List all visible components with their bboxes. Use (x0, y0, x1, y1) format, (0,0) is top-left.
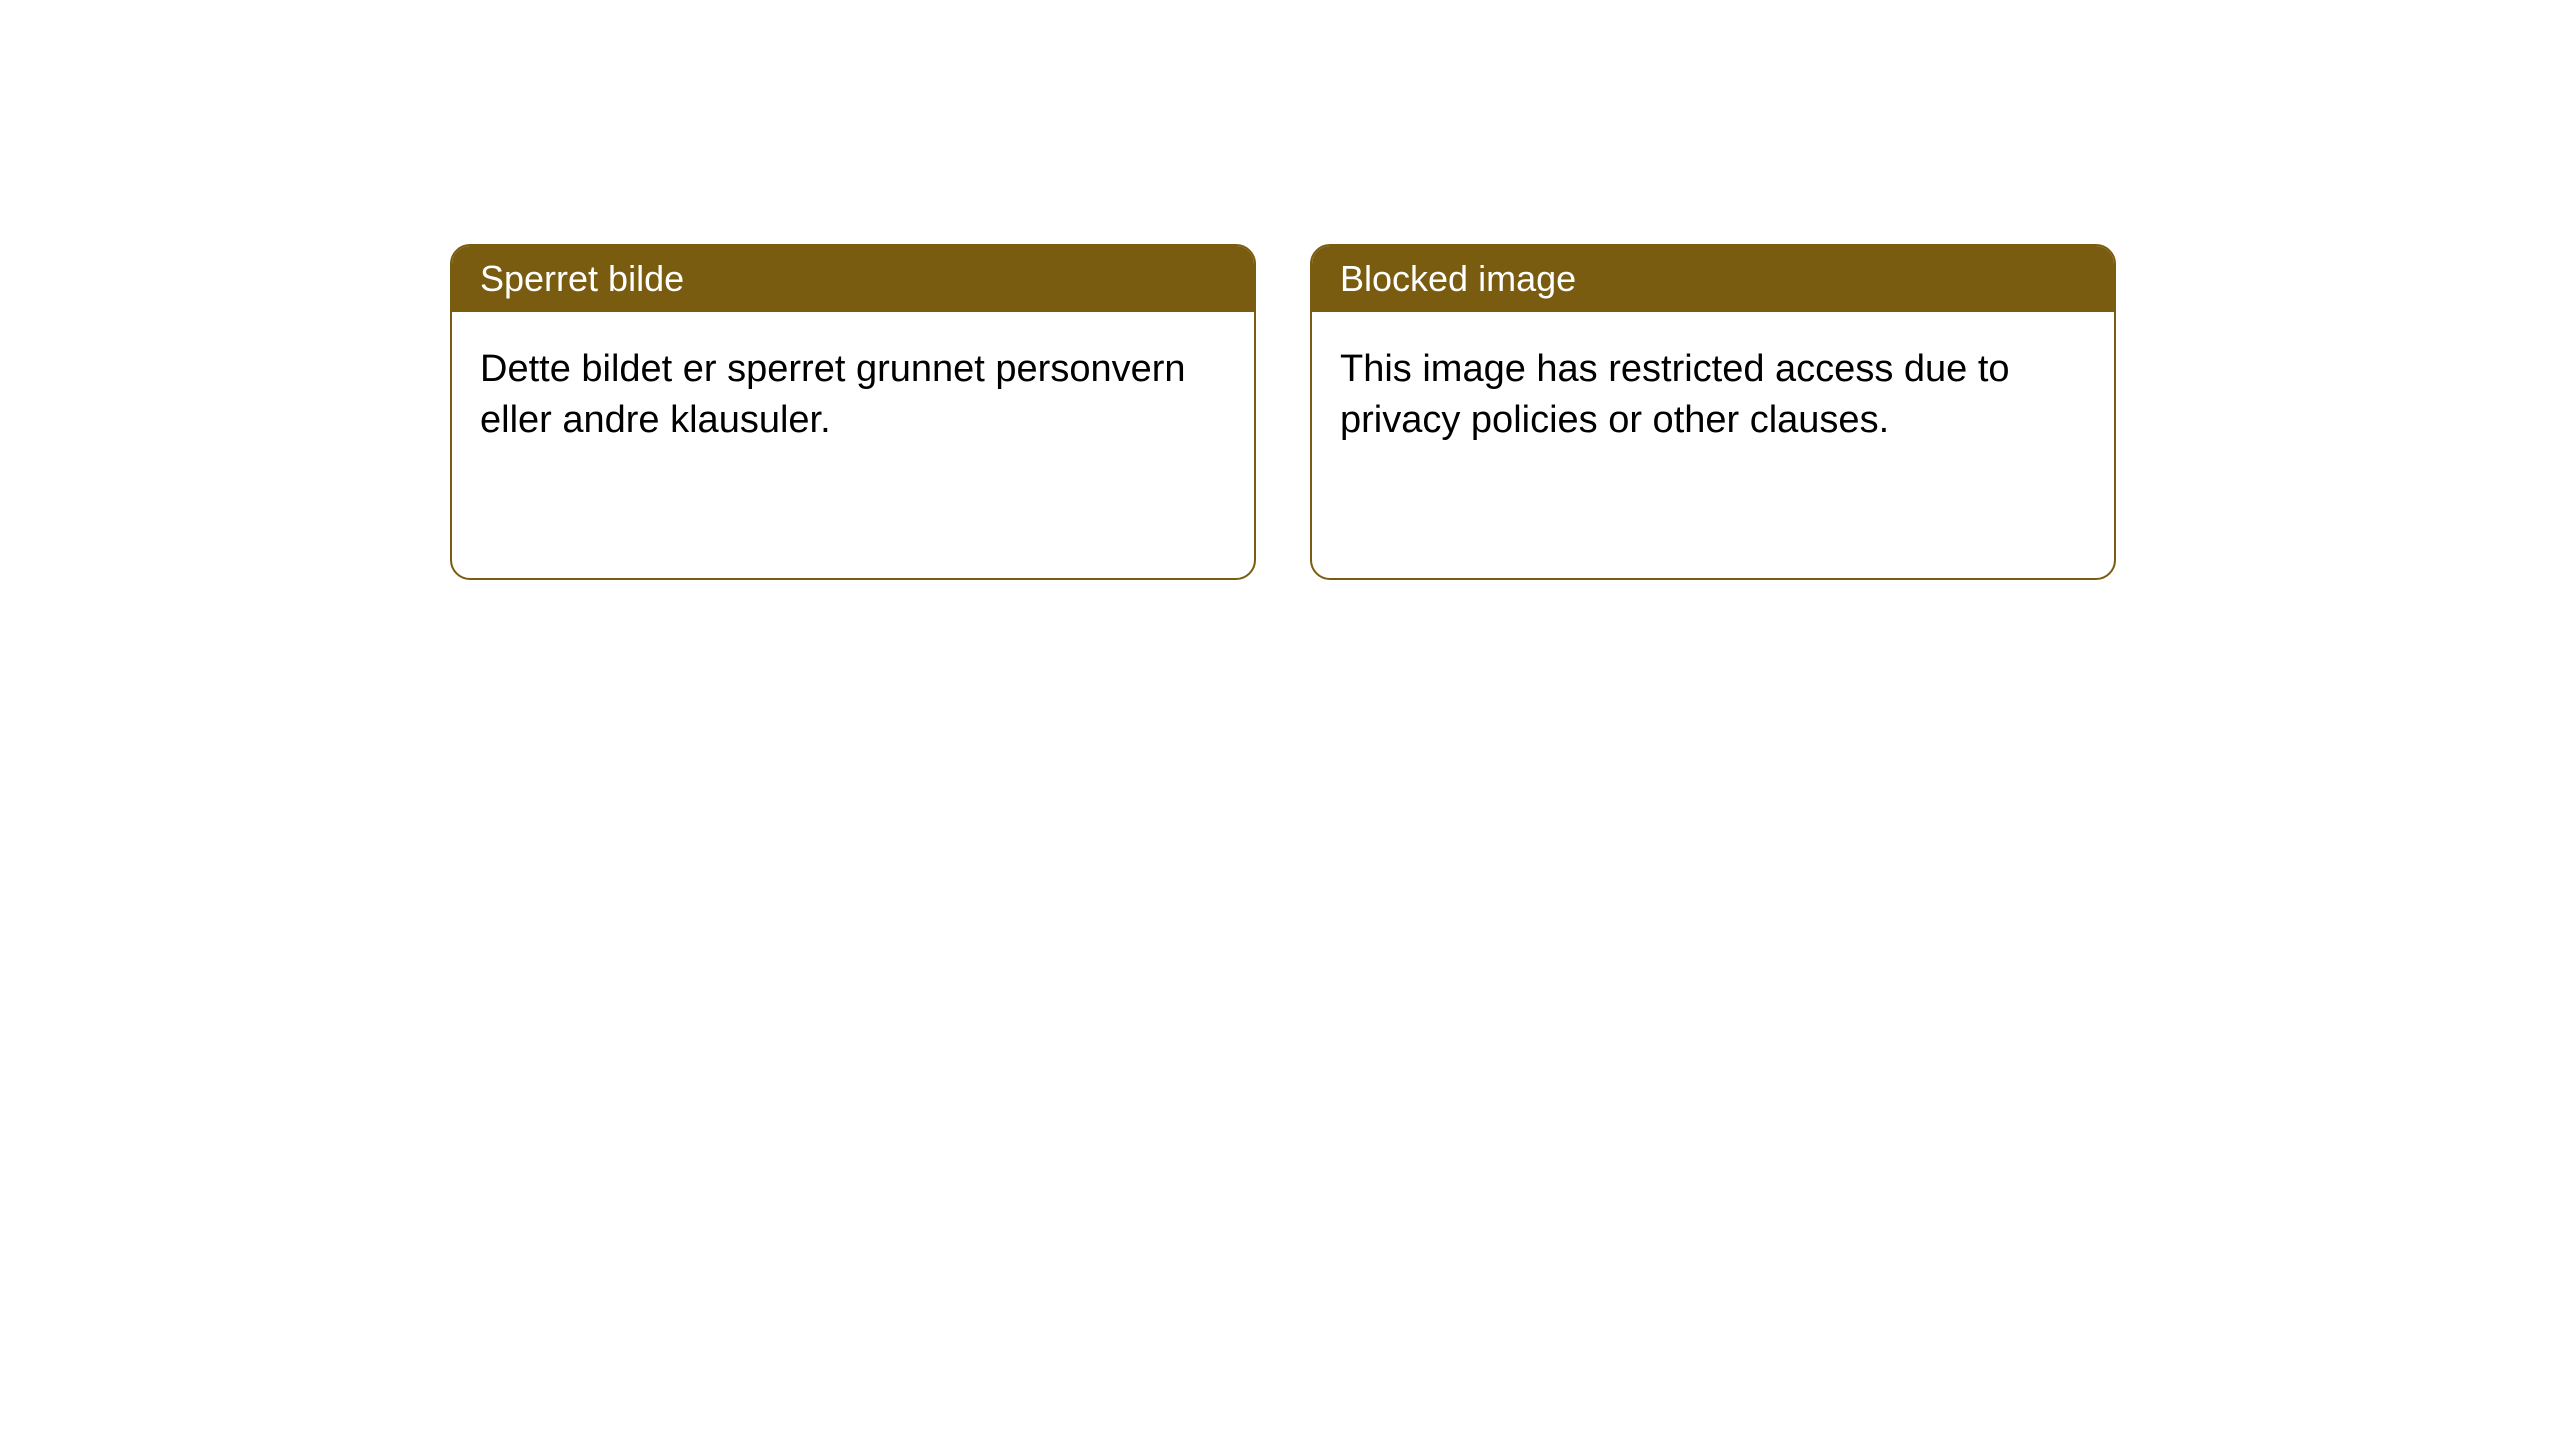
card-body: This image has restricted access due to … (1312, 312, 2114, 479)
info-card-norwegian: Sperret bilde Dette bildet er sperret gr… (450, 244, 1256, 580)
card-title: Blocked image (1340, 258, 1576, 299)
info-card-english: Blocked image This image has restricted … (1310, 244, 2116, 580)
info-cards-container: Sperret bilde Dette bildet er sperret gr… (450, 244, 2116, 580)
card-body: Dette bildet er sperret grunnet personve… (452, 312, 1254, 479)
card-header: Blocked image (1312, 246, 2114, 312)
card-body-text: Dette bildet er sperret grunnet personve… (480, 348, 1186, 441)
card-title: Sperret bilde (480, 258, 684, 299)
card-header: Sperret bilde (452, 246, 1254, 312)
card-body-text: This image has restricted access due to … (1340, 348, 2010, 441)
